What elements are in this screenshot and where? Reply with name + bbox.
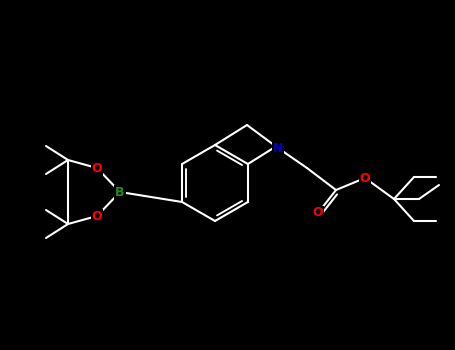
Text: N: N	[273, 141, 283, 154]
Text: O: O	[313, 206, 324, 219]
Text: O: O	[92, 161, 102, 175]
Text: O: O	[360, 172, 370, 184]
Text: B: B	[115, 186, 125, 198]
Text: O: O	[92, 210, 102, 223]
